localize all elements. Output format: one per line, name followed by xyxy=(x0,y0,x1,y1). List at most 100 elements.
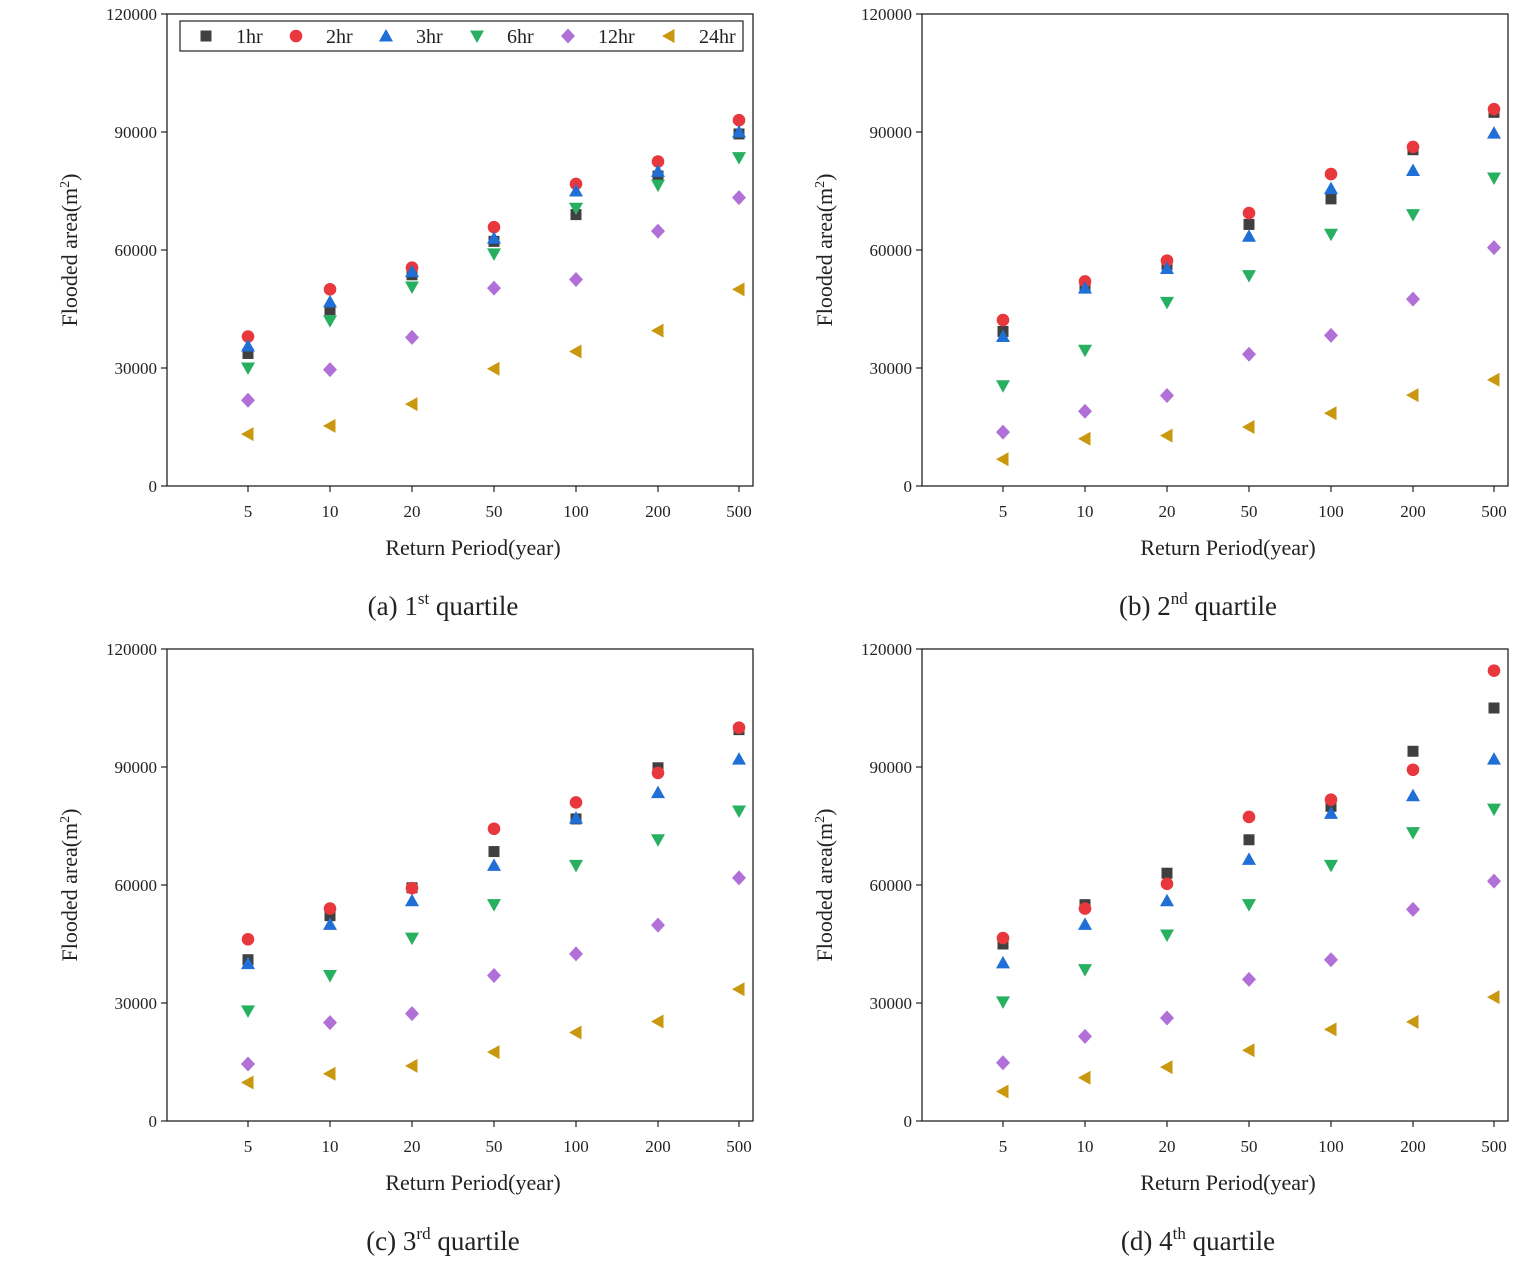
y-tick-label: 60000 xyxy=(870,241,913,260)
point-1hr-100 xyxy=(1325,193,1337,205)
point-2hr-50 xyxy=(1242,810,1256,824)
point-2hr-500 xyxy=(732,113,746,127)
point-3hr-100 xyxy=(1324,806,1338,819)
x-tick-label: 50 xyxy=(486,1137,503,1156)
point-12hr-5 xyxy=(241,392,255,408)
series-24hr xyxy=(996,990,1500,1099)
x-tick-label: 500 xyxy=(1481,502,1507,521)
y-tick-label: 30000 xyxy=(870,359,913,378)
point-12hr-100 xyxy=(569,272,583,287)
x-tick-label: 5 xyxy=(244,502,253,521)
chart-panel-c: 0 30000 60000 90000 120000 5 10 20 50 100 200 500 Re… xyxy=(57,640,754,1256)
point-2hr-20 xyxy=(1160,254,1174,267)
point-24hr-200 xyxy=(651,323,664,338)
series-3hr xyxy=(241,752,746,970)
point-6hr-10 xyxy=(1078,964,1092,977)
x-axis-label: Return Period(year) xyxy=(1140,1170,1315,1195)
y-tick-label: 60000 xyxy=(115,241,158,260)
point-24hr-10 xyxy=(323,1066,336,1081)
point-24hr-100 xyxy=(1324,1022,1337,1037)
x-axis-label: Return Period(year) xyxy=(1140,535,1315,560)
y-tick-label: 120000 xyxy=(106,5,157,24)
x-tick-label: 10 xyxy=(1077,1137,1094,1156)
legend-label-2hr: 2hr xyxy=(326,26,353,48)
point-24hr-10 xyxy=(1078,431,1091,446)
point-1hr-50 xyxy=(1243,218,1255,230)
point-12hr-10 xyxy=(1078,403,1092,419)
point-24hr-5 xyxy=(996,1084,1009,1099)
panel-caption: (b) 2nd quartile xyxy=(1119,589,1277,621)
y-tick-label: 120000 xyxy=(106,640,157,659)
series-1hr xyxy=(242,724,745,966)
point-2hr-500 xyxy=(1487,664,1501,677)
point-3hr-100 xyxy=(1324,181,1338,195)
series-1hr xyxy=(997,702,1500,950)
point-24hr-20 xyxy=(405,397,418,412)
point-24hr-50 xyxy=(487,1045,500,1060)
point-3hr-100 xyxy=(569,811,583,824)
point-6hr-20 xyxy=(405,932,419,946)
point-3hr-200 xyxy=(1406,163,1420,177)
point-12hr-5 xyxy=(996,1055,1010,1071)
point-12hr-20 xyxy=(1160,388,1174,404)
point-2hr-5 xyxy=(996,313,1010,327)
y-tick-label: 90000 xyxy=(115,758,158,777)
x-tick-label: 20 xyxy=(1159,502,1176,521)
point-24hr-20 xyxy=(1160,428,1173,443)
point-24hr-5 xyxy=(241,1075,254,1090)
point-6hr-500 xyxy=(1487,172,1501,186)
x-tick-label: 5 xyxy=(244,1137,253,1156)
y-tick-label: 0 xyxy=(149,477,158,496)
y-tick-label: 90000 xyxy=(870,123,913,142)
point-12hr-50 xyxy=(1242,346,1256,362)
x-tick-label: 100 xyxy=(563,1137,589,1156)
point-2hr-200 xyxy=(1406,763,1420,777)
series-3hr xyxy=(241,125,746,352)
point-6hr-50 xyxy=(1242,899,1256,912)
series-12hr xyxy=(996,240,1501,440)
point-6hr-50 xyxy=(1242,270,1256,283)
x-tick-label: 100 xyxy=(563,502,589,521)
point-3hr-20 xyxy=(405,264,419,278)
chart-panel-a: 0 30000 60000 90000 120000 5 10 20 50 100 200 500 Re… xyxy=(57,5,754,621)
point-12hr-100 xyxy=(569,946,583,962)
point-12hr-500 xyxy=(732,190,746,206)
legend-label-12hr: 12hr xyxy=(598,26,635,48)
x-tick-label: 5 xyxy=(999,1137,1008,1156)
y-tick-label: 0 xyxy=(904,1112,913,1131)
point-6hr-100 xyxy=(1324,859,1338,873)
point-6hr-20 xyxy=(405,281,419,294)
x-tick-label: 500 xyxy=(1481,1137,1507,1156)
point-6hr-10 xyxy=(1078,344,1092,358)
point-1hr-50 xyxy=(1243,834,1255,846)
point-3hr-50 xyxy=(487,231,501,244)
point-1hr-100 xyxy=(1325,800,1337,812)
point-2hr-5 xyxy=(241,330,255,343)
point-2hr-100 xyxy=(569,177,583,191)
point-6hr-200 xyxy=(1406,209,1420,222)
x-tick-label: 20 xyxy=(1159,1137,1176,1156)
point-24hr-200 xyxy=(1406,388,1419,403)
point-6hr-5 xyxy=(996,380,1010,393)
point-2hr-100 xyxy=(1324,793,1338,806)
point-12hr-200 xyxy=(1406,901,1420,917)
legend-marker-1hr xyxy=(200,30,212,42)
series-24hr xyxy=(241,982,745,1090)
point-24hr-100 xyxy=(569,1025,582,1040)
series-3hr xyxy=(996,752,1501,969)
point-6hr-50 xyxy=(487,248,501,261)
y-tick-label: 30000 xyxy=(115,994,158,1013)
point-24hr-5 xyxy=(241,427,254,442)
y-tick-label: 30000 xyxy=(870,994,913,1013)
series-2hr xyxy=(241,721,746,946)
point-2hr-5 xyxy=(241,932,255,946)
x-tick-label: 50 xyxy=(486,502,503,521)
point-24hr-500 xyxy=(1487,372,1500,387)
point-24hr-10 xyxy=(1078,1070,1091,1085)
x-tick-label: 10 xyxy=(1077,502,1094,521)
point-12hr-20 xyxy=(405,1006,419,1022)
legend-label-3hr: 3hr xyxy=(416,26,443,48)
point-3hr-200 xyxy=(651,164,665,177)
y-tick-label: 90000 xyxy=(870,758,913,777)
point-1hr-50 xyxy=(488,846,500,858)
